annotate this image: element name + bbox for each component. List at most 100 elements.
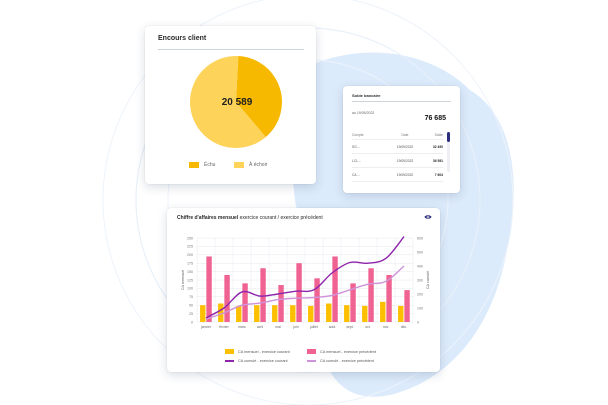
col-compte: Compte [352, 133, 364, 137]
x-tick-label: juillet [309, 325, 318, 329]
y2-tick-label: 300 [417, 278, 423, 282]
ca-title-sub: exercice courant / exercice précédent [239, 215, 323, 221]
row-date: 19/05/2022 [396, 158, 414, 163]
x-tick-label: déc. [401, 325, 407, 329]
legend-label: CA mensuel - exercice précédent [320, 349, 376, 354]
col-date: Date [401, 133, 409, 137]
bar-current [254, 305, 260, 322]
ca-chart: 2502252001751501251007550250600500400300… [181, 236, 430, 329]
ca-legend-line-current: CA cumulé - exercice courant [225, 359, 288, 363]
x-tick-label: avril [257, 325, 263, 329]
bar-current [290, 305, 296, 322]
bar-current [344, 305, 350, 322]
encours-divider [158, 49, 304, 50]
encours-total: 20 589 [221, 97, 253, 108]
bar-previous [386, 274, 392, 322]
legend-swatch [307, 349, 316, 354]
legend-label-a-echoir: À échoir [249, 162, 268, 168]
bar-current [380, 301, 386, 322]
y-axis-label: CA mensuel [181, 270, 185, 291]
pie-slice [236, 56, 282, 138]
y2-tick-label: 500 [417, 250, 423, 254]
y2-tick-label: 400 [417, 264, 423, 268]
row-amount: 32 490 [432, 144, 443, 149]
table-scrollbar-thumb[interactable] [447, 132, 450, 142]
encours-legend-echu: Échu [189, 162, 215, 168]
bar-previous [242, 283, 248, 322]
x-tick-label: janvier [200, 325, 212, 329]
bar-current [362, 305, 368, 322]
table-row[interactable]: LCL… 19/05/2022 36 591 [352, 154, 443, 168]
bar-current [200, 305, 206, 322]
row-amount: 36 591 [432, 158, 443, 163]
legend-label: CA cumulé - exercice courant [238, 359, 288, 363]
y-tick-label: 225 [187, 245, 193, 249]
bar-previous [350, 283, 356, 322]
ca-legend-line-previous: CA cumulé - exercice précédent [307, 359, 374, 363]
legend-swatch-echu [189, 162, 199, 168]
legend-line [225, 360, 234, 362]
solde-total: 76 685 [424, 115, 446, 122]
y2-tick-label: 600 [417, 236, 423, 240]
solde-title: Solde bancaire [352, 93, 381, 98]
bar-previous [314, 278, 320, 322]
legend-label-echu: Échu [204, 162, 216, 168]
chiffre-affaires-card: 250 225 200 175 150 125 100 75 50 25 0 600 500 400 300… [167, 208, 440, 372]
legend-swatch-a-echoir [234, 162, 244, 168]
y-tick-label: 100 [187, 287, 193, 291]
y-tick-label: 200 [187, 253, 193, 257]
bar-current [218, 303, 224, 322]
row-date: 19/05/2022 [396, 144, 414, 149]
y-tick-label: 75 [189, 295, 193, 299]
encours-client-card: Encours client 20 589 Échu À échoir [145, 26, 316, 184]
y-tick-label: 0 [191, 320, 193, 324]
col-solde: Solde [434, 133, 443, 137]
x-tick-label: mars [238, 325, 246, 329]
encours-pie-chart [190, 56, 282, 148]
legend-swatch [225, 349, 234, 354]
y-tick-label: 250 [187, 236, 193, 240]
bar-previous [278, 285, 284, 322]
bar-previous [296, 263, 302, 322]
bar-previous [206, 256, 212, 322]
x-tick-label: juin [292, 325, 298, 329]
bar-current [272, 305, 278, 322]
pie-slice [190, 56, 266, 148]
x-tick-label: nov. [383, 325, 389, 329]
ca-title: Chiffre d'affaires mensuel exercice cour… [177, 215, 323, 221]
bar-current [236, 305, 242, 322]
legend-line [307, 360, 316, 362]
solde-bancaire-card: Solde bancaire au 19/05/2022 76 685 Comp… [343, 86, 460, 193]
y-tick-label: 25 [189, 312, 193, 316]
bar-current [326, 303, 332, 322]
eye-icon[interactable] [424, 214, 432, 220]
table-scrollbar-track[interactable] [447, 132, 450, 172]
x-tick-label: mai [275, 325, 281, 329]
x-tick-label: août [329, 325, 336, 329]
y-tick-label: 125 [187, 278, 193, 282]
ca-title-main: Chiffre d'affaires mensuel [177, 215, 239, 221]
y2-tick-label: 0 [417, 320, 419, 324]
table-row[interactable]: CA… 19/05/2022 7 604 [352, 168, 443, 182]
bar-previous [332, 256, 338, 322]
table-header: Compte Date Solde [352, 131, 443, 140]
y-tick-label: 150 [187, 270, 193, 274]
line-cumulative-current [205, 236, 405, 319]
table-row[interactable]: SG… 19/05/2022 32 490 [352, 140, 443, 154]
y2-tick-label: 100 [417, 306, 423, 310]
solde-divider [352, 101, 451, 102]
legend-label: CA mensuel - exercice courant [238, 349, 290, 354]
x-tick-label: oct. [365, 325, 371, 329]
encours-legend-a-echoir: À échoir [234, 162, 267, 168]
x-tick-label: février [219, 325, 229, 329]
bar-previous [224, 274, 230, 322]
x-tick-label: sept. [346, 325, 353, 329]
y2-tick-label: 200 [417, 292, 423, 296]
row-account: LCL… [352, 158, 362, 163]
solde-date: au 19/05/2022 [352, 111, 375, 115]
line-cumulative-previous [205, 265, 405, 320]
bar-previous [260, 268, 266, 322]
y2-axis-label: CA cumulé [426, 271, 430, 289]
bar-current [308, 305, 314, 322]
row-account: CA… [352, 172, 360, 177]
